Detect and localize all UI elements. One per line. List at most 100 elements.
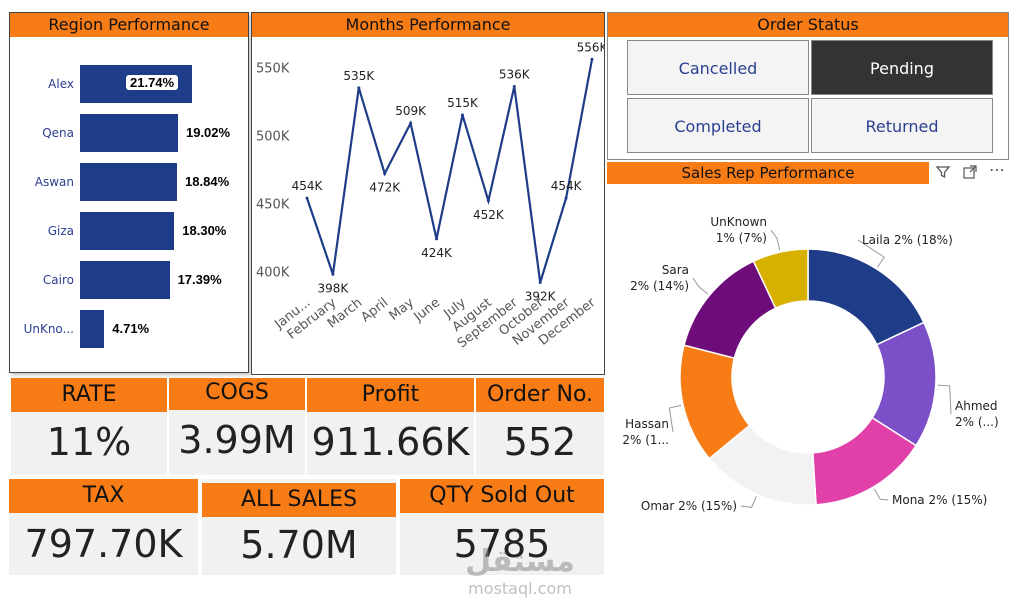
region-category-label: Cairo: [42, 273, 74, 287]
kpi-profit-value: 911.66K: [311, 420, 470, 464]
order-status-cancelled-button[interactable]: Cancelled: [627, 40, 809, 95]
region-category-label: UnKno...: [23, 322, 74, 336]
months-data-label: 424K: [421, 246, 453, 260]
region-value-label: 4.71%: [112, 321, 150, 336]
kpi-cogs-value: 3.99M: [178, 418, 296, 462]
months-data-label: 454K: [551, 179, 583, 193]
donut-label: 1% (7%): [716, 231, 767, 245]
region-bar-chart: Alex 21.74% Qena 19.02% Aswan 18.84% Giza 18.30…: [10, 37, 248, 372]
region-value-label: 21.74%: [126, 75, 179, 90]
region-value-label: 18.84%: [185, 174, 230, 189]
order-status-pending-button[interactable]: Pending: [811, 40, 993, 95]
months-y-tick: 500K: [256, 129, 290, 144]
months-data-point[interactable]: [538, 280, 542, 284]
kpi-order-no-label: Order No.: [476, 378, 604, 412]
donut-leader-line: [857, 239, 885, 268]
months-y-tick: 550K: [256, 61, 290, 76]
region-category-label: Alex: [48, 77, 74, 91]
months-data-label: 556K: [577, 40, 604, 54]
months-data-point[interactable]: [357, 86, 361, 90]
donut-label: Hassan: [625, 417, 669, 431]
months-line-series[interactable]: [305, 59, 594, 283]
watermark-latin: mostaql.com: [468, 579, 572, 598]
months-x-tick: May: [387, 295, 418, 324]
region-value-label: 19.02%: [185, 125, 231, 140]
months-data-label: 452K: [473, 208, 505, 222]
kpi-rate-value: 11%: [46, 420, 132, 464]
donut-label: UnKnown: [710, 215, 767, 229]
region-bar[interactable]: [80, 310, 105, 348]
kpi-all-sales-value: 5.70M: [240, 523, 358, 567]
more-options-icon[interactable]: ⋯: [989, 160, 1005, 179]
donut-label: Ahmed: [955, 399, 998, 413]
region-category-label: Aswan: [34, 175, 74, 189]
months-data-point[interactable]: [331, 272, 335, 276]
months-data-point[interactable]: [409, 121, 413, 125]
kpi-rate-card: RATE 11%: [11, 378, 167, 475]
kpi-profit-label: Profit: [307, 378, 474, 412]
donut-label: Mona 2% (15%): [892, 493, 987, 507]
months-x-tick: June: [411, 295, 443, 325]
kpi-cogs-label: COGS: [169, 378, 305, 410]
donut-label: 2% (...): [955, 415, 999, 429]
donut-leader-line: [770, 229, 781, 251]
months-data-point[interactable]: [564, 196, 568, 200]
months-data-point[interactable]: [590, 57, 594, 61]
donut-leader-line: [740, 496, 757, 508]
months-y-tick: 400K: [256, 266, 290, 281]
kpi-qty-card: QTY Sold Out 5785: [400, 479, 604, 575]
region-value-label: 18.30%: [182, 223, 227, 238]
kpi-qty-value: 5785: [453, 522, 551, 566]
donut-label: Sara: [662, 263, 689, 277]
watermark: مستقل mostaql.com: [430, 545, 610, 599]
donut-leader-line: [873, 488, 889, 501]
region-bar[interactable]: [80, 114, 178, 152]
kpi-cogs-card: COGS 3.99M: [169, 378, 305, 475]
order-status-returned-button[interactable]: Returned: [811, 98, 993, 153]
months-data-point[interactable]: [460, 113, 464, 117]
months-data-point[interactable]: [435, 237, 439, 241]
order-status-panel: Order Status Cancelled Pending Completed…: [607, 12, 1009, 160]
months-data-label: 454K: [292, 179, 324, 193]
donut-label: 2% (1...: [622, 433, 669, 447]
watermark-arabic: مستقل: [465, 544, 575, 579]
donut-leader-line: [668, 404, 682, 433]
kpi-all-sales-card: ALL SALES 5.70M: [202, 479, 396, 575]
months-data-label: 515K: [447, 96, 479, 110]
kpi-qty-label: QTY Sold Out: [400, 479, 604, 513]
months-data-label: 472K: [369, 181, 401, 195]
region-value-label: 17.39%: [177, 272, 222, 287]
expand-icon[interactable]: [962, 164, 978, 184]
kpi-tax-label: TAX: [9, 479, 198, 513]
filter-icon[interactable]: [935, 164, 951, 184]
order-status-title: Order Status: [608, 13, 1008, 37]
donut-slice-unknown[interactable]: [752, 248, 809, 310]
region-performance-panel: Region Performance Alex 21.74% Qena 19.02% A…: [9, 12, 249, 373]
donut-leader-line: [937, 384, 952, 415]
months-line-chart: 400K 450K 500K 550K 454K 398K 535K 472K 509K 424K…: [256, 40, 604, 351]
kpi-profit-card: Profit 911.66K: [307, 378, 474, 475]
months-data-point[interactable]: [512, 84, 516, 88]
months-data-label: 536K: [499, 67, 531, 81]
region-performance-title: Region Performance: [10, 13, 248, 37]
months-data-point[interactable]: [305, 196, 309, 200]
order-status-completed-button[interactable]: Completed: [627, 98, 809, 153]
donut-label: Laila 2% (18%): [862, 233, 953, 247]
months-data-label: 398K: [318, 281, 350, 295]
donut-label: Omar 2% (15%): [641, 499, 737, 513]
region-bar[interactable]: [80, 261, 170, 299]
region-bar[interactable]: [80, 163, 178, 201]
months-y-tick: 450K: [256, 198, 290, 213]
sales-rep-donut-chart: Laila 2% (18%) Ahmed 2% (...) Mona 2% (15%)…: [622, 215, 999, 513]
sales-rep-performance-panel: Sales Rep Performance ⋯ Laila 2% (18%) Ah…: [607, 160, 1009, 575]
months-data-point[interactable]: [383, 172, 387, 176]
kpi-order-no-value: 552: [503, 420, 577, 464]
months-performance-panel: Months Performance 400K 450K 500K 550K 454K 3…: [251, 12, 605, 375]
region-category-label: Qena: [42, 126, 74, 140]
region-bar[interactable]: [80, 212, 175, 250]
sales-rep-performance-title: Sales Rep Performance: [607, 162, 929, 184]
months-data-point[interactable]: [486, 199, 490, 203]
donut-label: 2% (14%): [630, 279, 689, 293]
kpi-tax-card: TAX 797.70K: [9, 479, 198, 575]
kpi-tax-value: 797.70K: [24, 522, 183, 566]
